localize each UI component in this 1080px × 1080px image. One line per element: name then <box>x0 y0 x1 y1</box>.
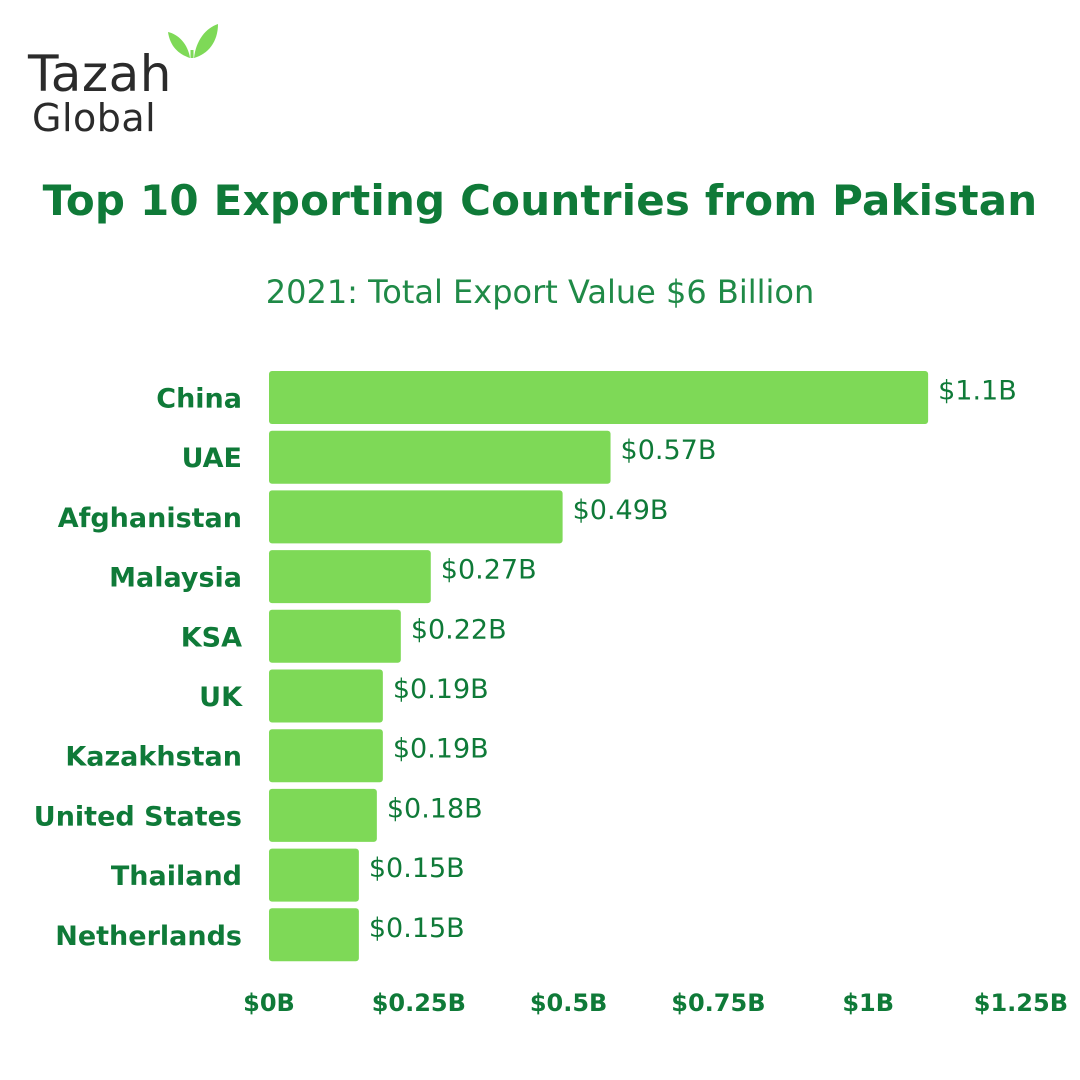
brand-logo: Tazah Global <box>24 18 224 138</box>
bar <box>269 848 359 902</box>
data-label: $0.19B <box>393 734 489 765</box>
data-label: $0.19B <box>393 674 489 705</box>
data-label: $1.1B <box>938 376 1017 407</box>
chart-title: Top 10 Exporting Countries from Pakistan <box>42 176 1038 225</box>
category-label: Netherlands <box>55 921 242 952</box>
data-label: $0.15B <box>369 853 465 884</box>
brand-name-bottom: Global <box>32 96 157 140</box>
bar <box>269 430 611 484</box>
category-label: Malaysia <box>109 563 242 594</box>
category-label: China <box>156 384 242 415</box>
bar <box>269 490 563 544</box>
bar <box>269 908 359 962</box>
category-label: Kazakhstan <box>65 742 242 773</box>
x-tick-label: $1.25B <box>974 989 1068 1017</box>
x-tick-label: $0.25B <box>372 989 466 1017</box>
category-label: KSA <box>181 622 242 653</box>
leaf-sprout-icon <box>168 24 218 58</box>
chart-subtitle: 2021: Total Export Value $6 Billion <box>265 273 815 311</box>
x-tick-label: $0.75B <box>671 989 765 1017</box>
bar <box>269 729 383 783</box>
bar <box>269 550 431 604</box>
x-tick-label: $0.5B <box>530 989 608 1017</box>
x-tick-label: $0B <box>243 989 295 1017</box>
data-label: $0.15B <box>369 913 465 944</box>
data-label: $0.27B <box>441 555 537 586</box>
x-tick-label: $1B <box>842 989 894 1017</box>
data-label: $0.22B <box>411 614 507 645</box>
category-label: UK <box>199 682 243 713</box>
data-label: $0.18B <box>387 793 483 824</box>
bar <box>269 669 383 723</box>
bar <box>269 609 401 663</box>
brand-name-top: Tazah <box>28 45 172 103</box>
data-label: $0.49B <box>573 495 669 526</box>
data-label: $0.57B <box>621 435 717 466</box>
bar <box>269 788 377 842</box>
category-label: UAE <box>182 443 242 474</box>
category-label: United States <box>34 801 242 832</box>
bar <box>269 371 929 424</box>
category-label: Thailand <box>111 861 242 892</box>
category-label: Afghanistan <box>58 503 242 534</box>
